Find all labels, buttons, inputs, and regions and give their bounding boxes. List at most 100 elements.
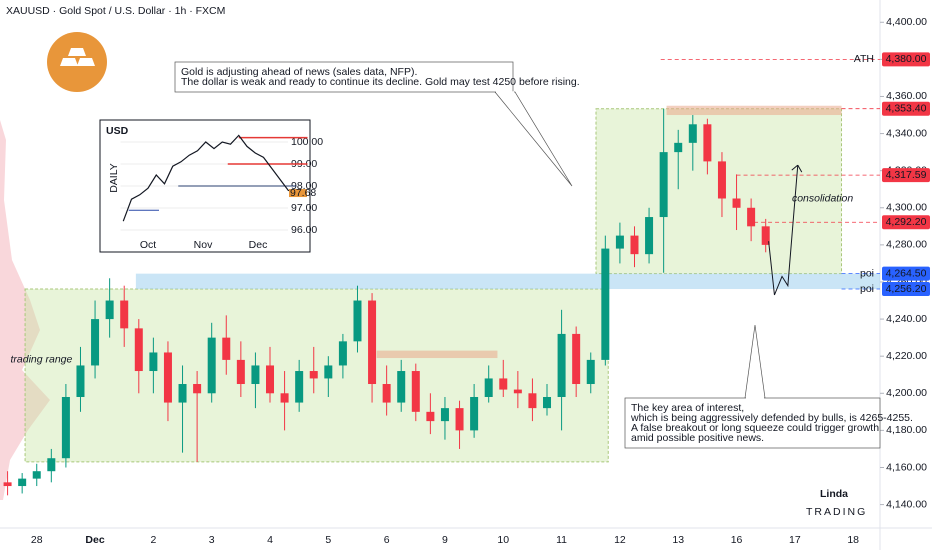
y-tick-label: 4,360.00: [886, 90, 927, 102]
level-tag: [882, 168, 930, 183]
y-tick-label: 4,280.00: [886, 239, 927, 251]
inset-title: USD: [106, 125, 129, 137]
candle-body: [397, 371, 406, 403]
note: trading range: [10, 354, 72, 366]
candle-body: [688, 124, 697, 143]
candle-body: [251, 365, 260, 385]
level-label: 4,380.00: [886, 53, 927, 65]
candle-body: [586, 359, 595, 385]
x-tick-label: 28: [31, 534, 43, 546]
y-tick-label: 4,300.00: [886, 202, 927, 214]
candle-body: [557, 333, 566, 397]
candle-body: [703, 124, 712, 162]
candle-body: [309, 371, 318, 379]
inset-last-tag: [289, 189, 307, 198]
candle-body: [543, 396, 552, 409]
candle-body: [222, 337, 231, 360]
candle-body: [18, 478, 27, 487]
candle-body: [178, 384, 187, 403]
level-name: ATH: [854, 53, 874, 65]
candle-body: [645, 217, 654, 255]
x-tick-label: 9: [442, 534, 448, 546]
y-tick-label: 4,220.00: [886, 350, 927, 362]
inset-x-label: Oct: [140, 239, 156, 251]
annotation-box: [624, 397, 881, 449]
projection: [768, 165, 799, 296]
inset-x-label: Nov: [194, 239, 213, 251]
level-tag: [882, 266, 930, 281]
x-tick-label: 5: [325, 534, 331, 546]
brand-sub: TRADING: [806, 506, 867, 518]
inset-y-label: 97.00: [291, 202, 317, 214]
level-label: 4,264.50: [886, 267, 927, 279]
x-tick-label: 10: [497, 534, 509, 546]
inset-line: [122, 134, 297, 222]
candle-body: [440, 408, 449, 422]
candle-body: [717, 161, 726, 199]
level-label: 4,256.20: [886, 283, 927, 295]
candle-body: [280, 393, 289, 403]
candle-body: [528, 393, 537, 409]
candle-body: [266, 365, 275, 394]
x-tick-label: 4: [267, 534, 273, 546]
x-tick-label: 11: [556, 534, 567, 546]
candle-body: [761, 226, 770, 245]
candle-body: [411, 371, 420, 412]
level-label: 4,353.40: [886, 102, 927, 114]
arrow-head: [791, 164, 803, 173]
candle-body: [513, 389, 522, 394]
x-tick-label: 12: [614, 534, 626, 546]
candle-body: [368, 300, 377, 385]
level-tag: [882, 282, 930, 297]
x-tick-label: 18: [847, 534, 859, 546]
candle-body: [120, 300, 129, 329]
annotation-box: [174, 61, 514, 93]
level-tag: [882, 101, 930, 116]
inset-y-label: 100.00: [291, 136, 323, 148]
inset-last-label: 97.68: [290, 187, 316, 199]
x-tick-label: 16: [731, 534, 743, 546]
annotation-text: The dollar is weak and ready to continue…: [181, 76, 580, 88]
candle-body: [601, 248, 610, 360]
annotation-text: A false breakout or long squeeze could t…: [631, 422, 879, 434]
y-tick-label: 4,400.00: [886, 16, 927, 28]
zone: [135, 273, 881, 290]
level-tag: [882, 215, 930, 230]
annotation-text: which is being aggressively defended by …: [630, 412, 913, 424]
annotation-text: The key area of interest,: [631, 402, 744, 414]
y-tick-label: 4,340.00: [886, 127, 927, 139]
candle-body: [499, 378, 508, 390]
candle-body: [47, 458, 56, 472]
y-tick-label: 4,140.00: [886, 498, 927, 510]
y-tick-label: 4,240.00: [886, 313, 927, 325]
candle-body: [207, 337, 216, 394]
x-tick-label: 2: [150, 534, 156, 546]
x-tick-label: 13: [672, 534, 684, 546]
candle-body: [105, 300, 114, 320]
level-name: poi: [860, 267, 874, 279]
zone: [666, 105, 842, 116]
level-label: 4,317.59: [886, 169, 927, 181]
candle-body: [630, 235, 639, 255]
candle-body: [134, 328, 143, 372]
annotation-text: amid possible positive news.: [631, 432, 764, 444]
inset-y-label: 96.00: [291, 224, 317, 236]
candle-body: [76, 365, 85, 397]
gold-icon: [47, 32, 107, 92]
inset-y-label: 98.00: [291, 180, 317, 192]
level-tag: [882, 52, 930, 67]
brand: Linda: [820, 488, 848, 500]
x-tick-label: 6: [384, 534, 390, 546]
chart-title: XAUUSD · Gold Spot / U.S. Dollar · 1h · …: [6, 5, 225, 17]
candle-body: [236, 359, 245, 385]
candle-body: [353, 300, 362, 342]
candle-body: [338, 341, 347, 366]
candle-body: [484, 378, 493, 397]
note: consolidation: [792, 192, 853, 204]
candle-body: [3, 482, 12, 487]
candle-body: [32, 471, 41, 479]
candle-body: [295, 371, 304, 403]
y-tick-label: 4,160.00: [886, 461, 927, 473]
candle-body: [674, 142, 683, 153]
